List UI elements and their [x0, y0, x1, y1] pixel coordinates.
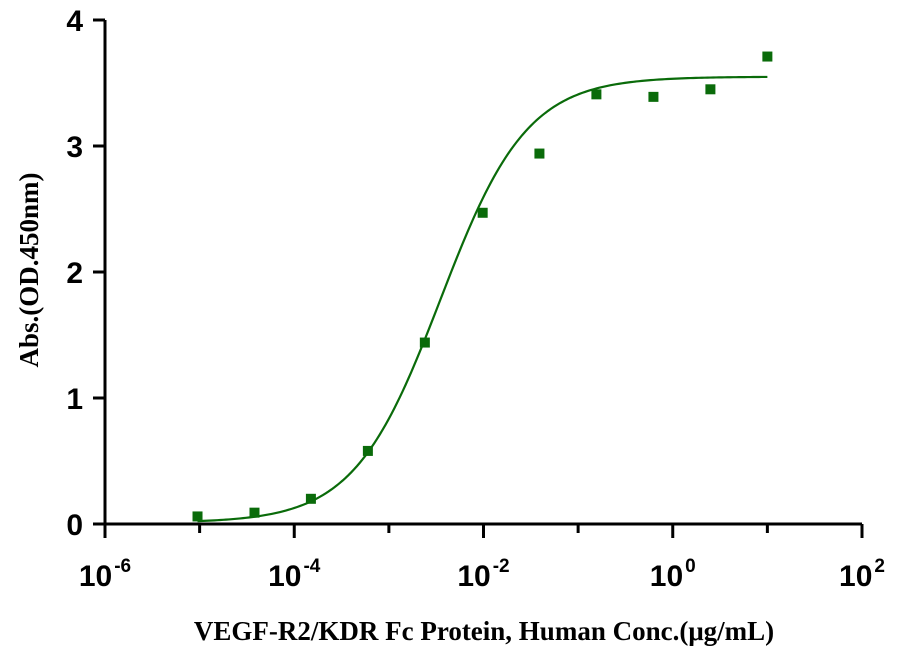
data-point [192, 511, 203, 522]
x-ticks: 10 -6 10 -4 10 -2 10 0 10 2 [79, 524, 885, 593]
data-point [477, 207, 488, 218]
data-point [762, 51, 773, 62]
x-tick-label: 10 -2 [457, 556, 509, 593]
data-point [362, 445, 373, 456]
data-points [192, 51, 773, 522]
x-tick-label: 10 -6 [79, 556, 131, 593]
data-point [249, 507, 260, 518]
y-ticks: 0 1 2 3 4 [66, 5, 105, 542]
axes: 0 1 2 3 4 10 -6 10 -4 10 -2 10 0 10 2 [66, 5, 885, 593]
data-point [591, 89, 602, 100]
x-tick-label: 10 0 [650, 556, 696, 593]
x-tick-label: 10 2 [839, 556, 885, 593]
x-axis-title: VEGF-R2/KDR Fc Protein, Human Conc.(μg/m… [194, 616, 774, 646]
y-tick-label: 4 [66, 5, 83, 38]
y-tick-label: 2 [66, 257, 83, 290]
x-tick-label: 10 -4 [268, 556, 321, 593]
data-point [648, 91, 659, 102]
data-point [419, 337, 430, 348]
y-axis-title: Abs.(OD.450nm) [14, 172, 44, 367]
data-point [305, 493, 316, 504]
y-tick-label: 3 [66, 131, 83, 164]
y-tick-label: 0 [66, 509, 83, 542]
data-point [534, 148, 545, 159]
data-point [705, 84, 716, 95]
y-tick-label: 1 [66, 383, 83, 416]
fit-curve [197, 75, 768, 523]
